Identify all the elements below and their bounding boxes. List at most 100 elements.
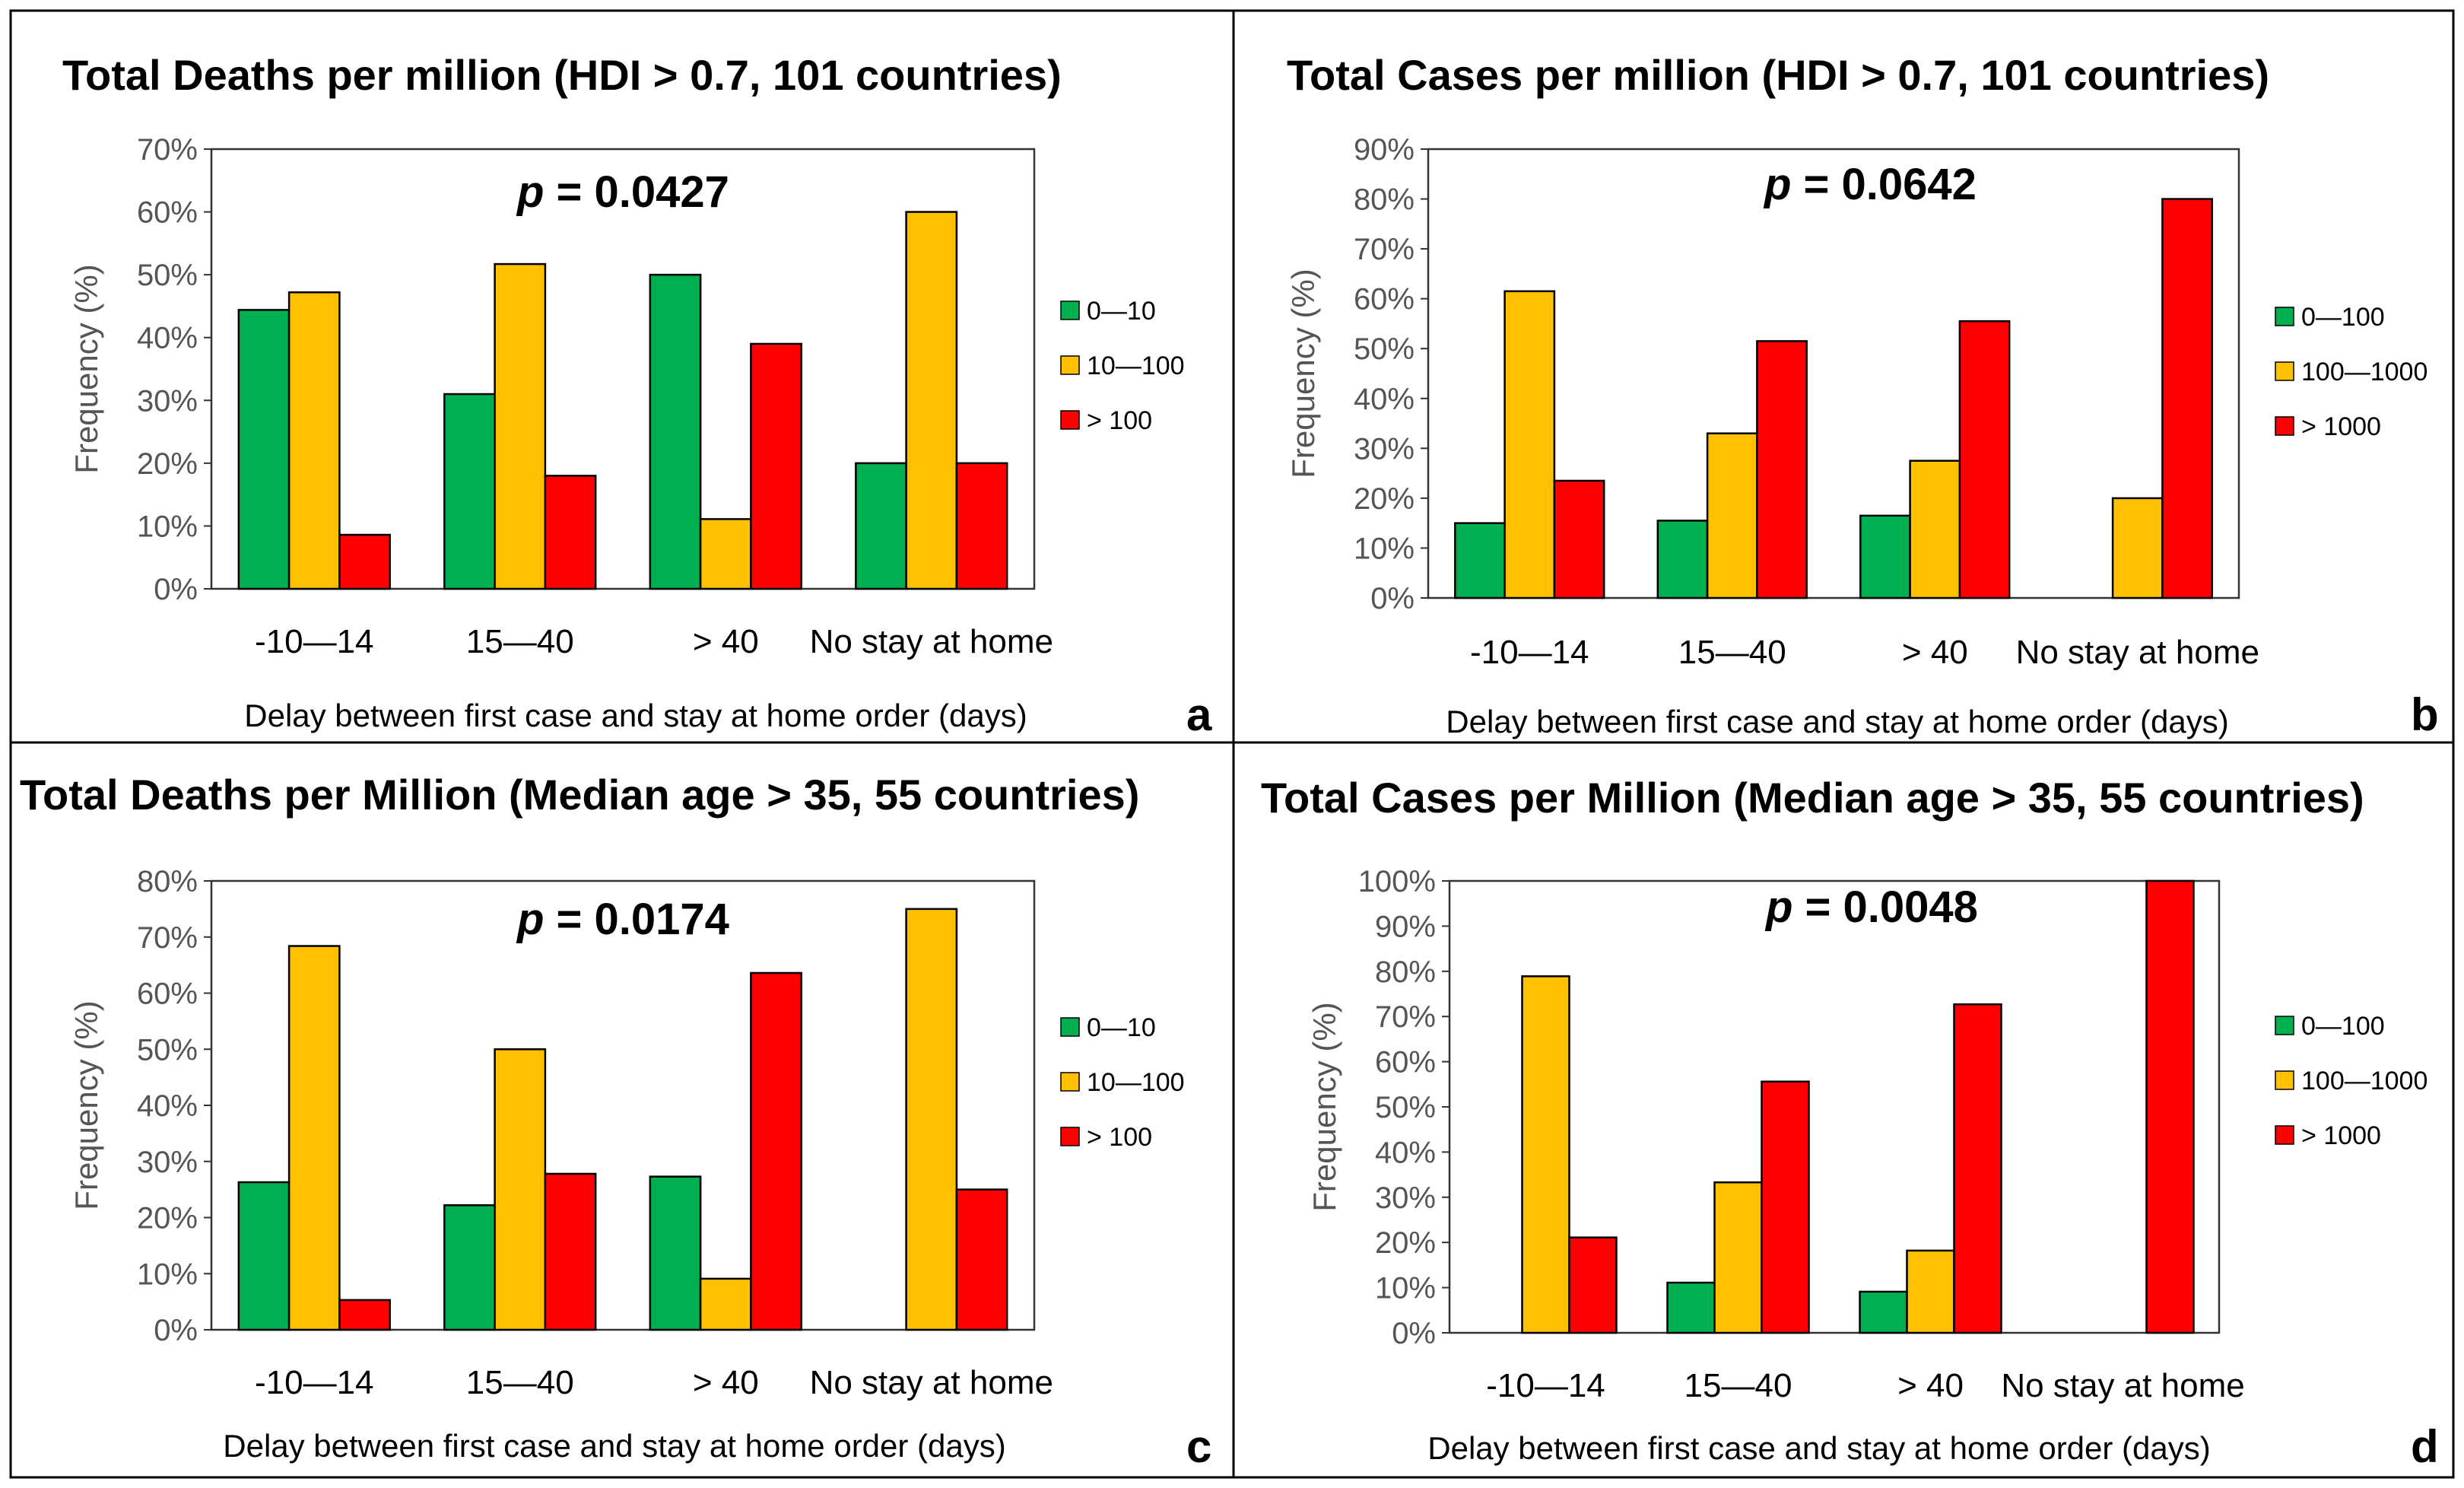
bar-high xyxy=(1553,479,1605,599)
chart-panel-b: Total Cases per million (HDI > 0.7, 101 … xyxy=(1285,51,2439,740)
y-tick-label: 20% xyxy=(1354,482,1415,516)
bar-mid xyxy=(1706,432,1758,599)
bar-low xyxy=(1859,1290,1908,1334)
x-tick-label: -10—14 xyxy=(255,1364,374,1401)
legend-label: 0—10 xyxy=(1087,297,1156,326)
x-tick-label: > 40 xyxy=(693,1364,759,1401)
bar-high xyxy=(544,1172,597,1331)
y-axis-label: Frequency (%) xyxy=(68,264,104,473)
y-tick-label: 30% xyxy=(1375,1181,1436,1215)
y-tick-label: 10% xyxy=(1375,1272,1436,1305)
x-tick-label: > 40 xyxy=(1897,1367,1964,1404)
chart-title: Total Deaths per Million (Median age > 3… xyxy=(20,771,1139,819)
panel-letter: b xyxy=(2411,689,2439,740)
y-tick-label: 40% xyxy=(137,1089,198,1123)
legend-swatch xyxy=(1060,1017,1080,1037)
y-tick-label: 80% xyxy=(1375,955,1436,989)
bar-mid xyxy=(905,211,958,590)
y-tick-label: 80% xyxy=(137,865,198,898)
bar-low xyxy=(443,393,496,590)
y-tick-label: 90% xyxy=(1375,910,1436,943)
y-tick-label: 50% xyxy=(137,1033,198,1067)
x-axis-label: Delay between first case and stay at hom… xyxy=(223,1428,1006,1464)
y-tick-label: 90% xyxy=(1354,133,1415,167)
bar-high xyxy=(2145,879,2195,1334)
legend-label: > 1000 xyxy=(2301,412,2381,441)
x-tick-label: > 40 xyxy=(693,623,759,660)
y-tick-label: 50% xyxy=(1354,332,1415,366)
y-tick-label: 30% xyxy=(137,384,198,418)
y-tick-label: 70% xyxy=(1375,1000,1436,1034)
bar-mid xyxy=(699,518,752,590)
y-tick-label: 0% xyxy=(154,573,198,606)
legend-swatch xyxy=(2275,361,2294,381)
bar-high xyxy=(750,971,802,1331)
bar-high xyxy=(1953,1003,2002,1334)
x-tick-label: 15—40 xyxy=(466,1364,574,1401)
bar-high xyxy=(1958,320,2011,599)
legend-label: 0—100 xyxy=(2301,303,2385,332)
legend-swatch xyxy=(1060,1127,1080,1146)
bar-low xyxy=(237,309,291,590)
y-tick-label: 60% xyxy=(1375,1046,1436,1079)
legend-label: 0—100 xyxy=(2301,1012,2385,1041)
bar-low xyxy=(237,1181,291,1331)
bar-low xyxy=(1656,520,1709,599)
bar-high xyxy=(1756,340,1808,599)
y-tick-label: 60% xyxy=(137,978,198,1011)
y-tick-label: 70% xyxy=(137,921,198,955)
chart-title: Total Deaths per million (HDI > 0.7, 101… xyxy=(62,51,1062,99)
bar-high xyxy=(1761,1080,1810,1334)
x-axis-label: Delay between first case and stay at hom… xyxy=(244,698,1027,733)
bar-high xyxy=(544,475,597,590)
y-tick-label: 20% xyxy=(137,447,198,481)
y-tick-label: 0% xyxy=(1392,1317,1436,1350)
y-tick-label: 20% xyxy=(1375,1226,1436,1260)
chart-panel-d: Total Cases per Million (Median age > 35… xyxy=(1261,774,2439,1472)
y-axis-label: Frequency (%) xyxy=(68,1000,104,1210)
x-tick-label: No stay at home xyxy=(2001,1367,2244,1404)
bar-mid xyxy=(1906,1249,1955,1334)
panel-letter: a xyxy=(1186,689,1212,740)
bar-high xyxy=(955,462,1008,590)
p-value-annotation: p = 0.0174 xyxy=(516,895,729,944)
legend-swatch xyxy=(1060,410,1080,430)
x-tick-label: No stay at home xyxy=(2016,634,2259,671)
panel-letter: d xyxy=(2411,1421,2439,1472)
chart-title: Total Cases per Million (Median age > 35… xyxy=(1261,774,2364,822)
y-tick-label: 40% xyxy=(137,322,198,355)
legend-swatch xyxy=(2275,1070,2294,1090)
bar-mid xyxy=(494,262,547,590)
x-tick-label: -10—14 xyxy=(1486,1367,1605,1404)
y-tick-label: 10% xyxy=(137,1257,198,1291)
legend-label: 10—100 xyxy=(1087,1068,1185,1097)
y-tick-label: 80% xyxy=(1354,183,1415,217)
y-tick-label: 100% xyxy=(1358,865,1436,898)
x-axis-label: Delay between first case and stay at hom… xyxy=(1446,704,2229,739)
y-tick-label: 20% xyxy=(137,1202,198,1235)
chart-title: Total Cases per million (HDI > 0.7, 101 … xyxy=(1287,51,2269,99)
x-tick-label: 15—40 xyxy=(1684,1367,1792,1404)
figure-border xyxy=(9,9,2455,1479)
bar-high xyxy=(955,1188,1008,1331)
y-tick-label: 50% xyxy=(1375,1091,1436,1124)
legend-label: 10—100 xyxy=(1087,351,1185,380)
bar-low xyxy=(1859,514,1911,599)
p-value-annotation: p = 0.0048 xyxy=(1764,882,1978,932)
bar-high xyxy=(750,342,802,590)
p-value-annotation: p = 0.0642 xyxy=(1763,160,1977,209)
legend-label: 100—1000 xyxy=(2301,358,2427,386)
y-tick-label: 10% xyxy=(137,510,198,543)
bar-mid xyxy=(905,908,958,1331)
y-tick-label: 50% xyxy=(137,259,198,292)
chart-panel-c: Total Deaths per Million (Median age > 3… xyxy=(20,771,1211,1472)
bar-low xyxy=(649,273,702,590)
y-tick-label: 10% xyxy=(1354,532,1415,565)
bar-low xyxy=(1666,1281,1716,1334)
bar-mid xyxy=(699,1277,752,1331)
bar-high xyxy=(1568,1236,1618,1334)
bar-mid xyxy=(1503,290,1556,599)
x-tick-label: -10—14 xyxy=(1470,634,1589,671)
x-tick-label: 15—40 xyxy=(1678,634,1786,671)
